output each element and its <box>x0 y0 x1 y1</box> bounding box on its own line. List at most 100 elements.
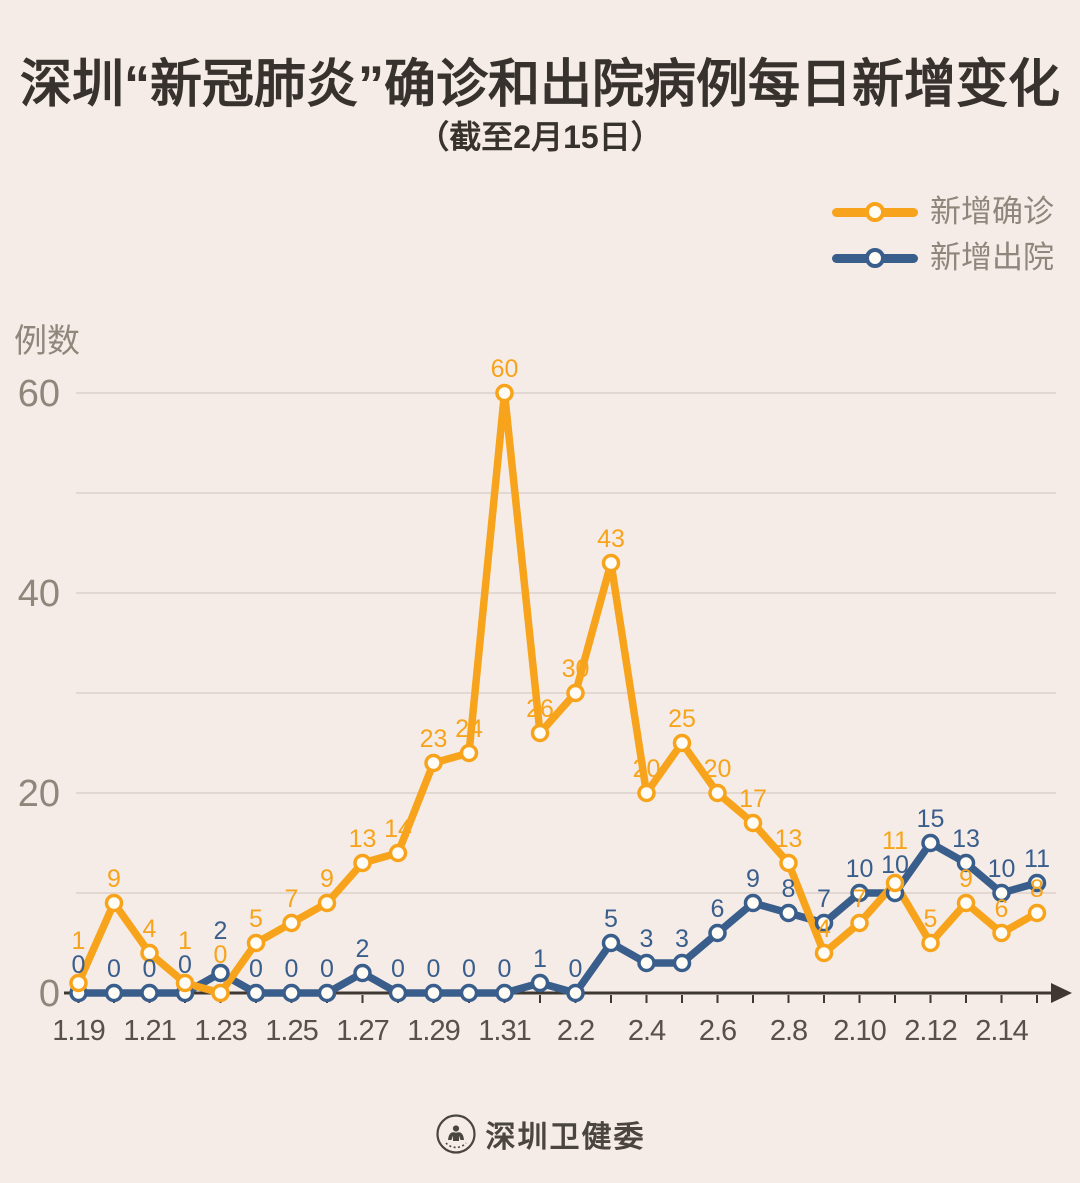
data-point-新增出院 <box>424 983 443 1003</box>
y-axis-title: 例数 <box>14 322 80 359</box>
data-label-新增确诊: 7 <box>285 885 299 913</box>
data-point-新增出院 <box>566 983 585 1003</box>
data-label-新增出院: 13 <box>952 825 980 853</box>
legend-line-discharged-swatch <box>832 248 918 268</box>
data-label-新增确诊: 60 <box>491 355 519 383</box>
data-point-新增确诊 <box>495 383 514 403</box>
data-point-新增确诊 <box>353 853 372 873</box>
data-label-新增确诊: 9 <box>320 865 334 893</box>
data-point-新增出院 <box>850 883 869 903</box>
health-commission-logo-icon <box>435 1114 476 1154</box>
data-label-新增出院: 0 <box>462 955 476 983</box>
data-label-新增确诊: 17 <box>739 785 767 813</box>
data-label-新增出院: 0 <box>498 955 512 983</box>
data-point-新增确诊 <box>708 783 727 803</box>
data-label-新增确诊: 26 <box>526 695 554 723</box>
legend: 新增确诊 新增出院 <box>832 194 1054 286</box>
data-label-新增出院: 3 <box>640 925 654 953</box>
data-point-新增出院 <box>743 893 763 913</box>
data-point-新增出院 <box>601 933 621 953</box>
data-point-新增确诊 <box>672 733 692 753</box>
data-point-新增确诊 <box>921 933 940 953</box>
data-point-新增出院 <box>779 903 798 923</box>
data-label-新增确诊: 7 <box>853 885 867 913</box>
x-axis-arrow <box>1051 983 1072 1003</box>
y-tick-label: 60 <box>18 373 60 415</box>
data-label-新增确诊: 0 <box>214 941 228 969</box>
x-tick-label: 1.25 <box>265 1015 317 1047</box>
data-label-新增出院: 0 <box>285 955 299 983</box>
data-label-新增确诊: 25 <box>668 705 696 733</box>
x-tick-label: 2.6 <box>699 1015 736 1047</box>
data-point-新增出院 <box>388 983 408 1003</box>
data-point-新增出院 <box>992 883 1011 903</box>
legend-item-discharged: 新增出院 <box>832 240 1054 276</box>
legend-label-discharged: 新增出院 <box>930 240 1054 275</box>
data-point-新增确诊 <box>566 683 585 703</box>
y-tick-label: 40 <box>18 573 60 615</box>
data-label-新增确诊: 23 <box>420 725 448 753</box>
data-point-新增出院 <box>353 963 372 983</box>
data-point-新增确诊 <box>282 913 301 933</box>
legend-marker-confirmed <box>865 202 885 222</box>
data-point-新增确诊 <box>850 913 869 933</box>
data-point-新增确诊 <box>992 923 1011 943</box>
data-point-新增确诊 <box>814 943 834 963</box>
data-point-新增出院 <box>104 983 124 1003</box>
chart-subtitle: （截至2月15日） <box>417 119 663 155</box>
data-point-新增确诊 <box>956 893 976 913</box>
data-label-新增出院: 0 <box>427 955 441 983</box>
data-label-新增确诊: 24 <box>455 715 483 743</box>
data-point-新增出院 <box>637 953 656 973</box>
data-label-新增确诊: 6 <box>995 895 1009 923</box>
chart-title: 深圳“新冠肺炎”确诊和出院病例每日新增变化 <box>19 56 1060 114</box>
data-point-新增确诊 <box>246 933 266 953</box>
legend-label-confirmed: 新增确诊 <box>930 194 1054 229</box>
data-label-新增确诊: 14 <box>384 815 412 843</box>
data-point-新增出院 <box>814 913 834 933</box>
data-label-新增确诊: 9 <box>107 865 121 893</box>
data-point-新增确诊 <box>211 983 230 1003</box>
data-point-新增确诊 <box>69 973 88 993</box>
legend-item-confirmed: 新增确诊 <box>832 194 1054 230</box>
data-label-新增出院: 6 <box>711 895 725 923</box>
data-point-新增确诊 <box>885 873 905 893</box>
data-label-新增确诊: 1 <box>178 927 192 955</box>
x-tick-label: 1.31 <box>478 1015 530 1047</box>
data-point-新增出院 <box>282 983 301 1003</box>
data-label-新增出院: 5 <box>604 905 618 933</box>
data-label-新增确诊: 20 <box>704 755 732 783</box>
data-point-新增出院 <box>921 833 940 853</box>
data-point-新增确诊 <box>1027 903 1047 923</box>
data-label-新增确诊: 13 <box>775 825 803 853</box>
x-tick-label: 1.27 <box>336 1015 388 1047</box>
data-point-新增确诊 <box>459 743 479 763</box>
data-label-新增出院: 8 <box>782 875 796 903</box>
data-label-新增确诊: 5 <box>249 905 263 933</box>
data-point-新增确诊 <box>104 893 124 913</box>
data-point-新增确诊 <box>601 553 621 573</box>
data-label-新增出院: 7 <box>817 885 831 913</box>
data-point-新增确诊 <box>317 893 337 913</box>
data-label-新增出院: 9 <box>746 865 760 893</box>
data-point-新增出院 <box>672 953 692 973</box>
data-label-新增出院: 0 <box>569 955 583 983</box>
data-point-新增确诊 <box>175 973 195 993</box>
data-point-新增确诊 <box>743 813 763 833</box>
data-label-新增出院: 0 <box>107 955 121 983</box>
data-label-新增出院: 0 <box>178 951 192 979</box>
data-label-新增确诊: 43 <box>597 525 625 553</box>
data-label-新增确诊: 4 <box>817 915 831 943</box>
data-label-新增确诊: 13 <box>349 825 377 853</box>
data-point-新增确诊 <box>388 843 408 863</box>
data-label-新增出院: 11 <box>1024 845 1050 873</box>
legend-line-confirmed-swatch <box>832 202 918 222</box>
data-label-新增确诊: 30 <box>562 655 590 683</box>
data-point-新增出院 <box>1027 873 1047 893</box>
data-label-新增确诊: 5 <box>924 905 938 933</box>
data-label-新增出院: 2 <box>356 935 370 963</box>
x-tick-label: 2.2 <box>557 1015 594 1047</box>
data-point-新增确诊 <box>140 943 159 963</box>
series-line-新增确诊 <box>74 389 1041 997</box>
